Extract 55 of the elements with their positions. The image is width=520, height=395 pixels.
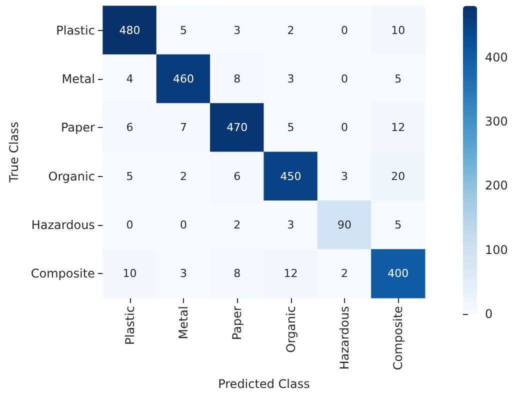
data-label: 5: [180, 24, 187, 37]
y-tick-label: Composite: [30, 266, 95, 281]
color-bar-label: 200: [485, 178, 508, 193]
data-label: 400: [388, 267, 409, 280]
color-bar-label: 100: [485, 242, 508, 257]
data-label: 3: [287, 72, 294, 86]
data-label: 0: [126, 218, 134, 232]
data-label: 2: [234, 218, 241, 232]
data-label: 8: [234, 72, 241, 86]
data-label: 6: [234, 170, 241, 183]
y-tick-label: Hazardous: [31, 218, 95, 232]
data-label: 10: [391, 24, 406, 37]
color-bar-label: 0: [485, 307, 493, 321]
data-label: 3: [287, 218, 294, 232]
data-label: 3: [340, 170, 348, 183]
x-tick-label: Metal: [176, 306, 190, 340]
data-label: 460: [172, 72, 194, 86]
data-label: 12: [391, 121, 406, 134]
data-label: 12: [284, 267, 298, 280]
data-label: 2: [287, 24, 294, 37]
data-label: 3: [180, 267, 187, 280]
color-bar-label: 300: [485, 114, 508, 128]
data-label: 5: [126, 170, 134, 183]
data-label: 470: [226, 121, 248, 134]
data-label: 480: [119, 24, 140, 37]
data-label: 20: [391, 170, 406, 183]
data-label: 2: [340, 267, 348, 280]
data-label: 3: [234, 24, 241, 37]
data-label: 0: [340, 72, 348, 86]
data-label: 0: [340, 121, 348, 134]
data-label: 10: [122, 267, 137, 280]
data-label: 5: [287, 121, 294, 134]
x-tick-label: Composite: [391, 306, 406, 370]
y-axis-title: True Class: [7, 122, 21, 184]
data-label: 4: [126, 72, 134, 86]
data-label: 7: [180, 121, 187, 134]
x-tick-label: Paper: [230, 306, 244, 340]
y-tick-label: Metal: [62, 72, 95, 86]
data-label: 6: [126, 121, 134, 134]
x-tick-label: Plastic: [122, 306, 137, 345]
data-label: 90: [337, 218, 352, 232]
data-label: 0: [340, 24, 348, 37]
x-tick-label: Organic: [284, 306, 298, 353]
data-label: 0: [180, 218, 187, 232]
data-label: 5: [394, 72, 402, 86]
x-tick-label: Hazardous: [337, 306, 352, 370]
data-label: 8: [234, 267, 241, 280]
y-tick-label: Plastic: [56, 23, 95, 38]
data-label: 450: [280, 170, 302, 183]
x-axis-title: Predicted Class: [218, 377, 310, 391]
data-label: 2: [180, 170, 187, 183]
data-label: 5: [394, 218, 402, 232]
color-bar-label: 400: [485, 50, 508, 64]
y-tick-label: Paper: [60, 120, 96, 135]
y-tick-label: Organic: [48, 169, 95, 184]
